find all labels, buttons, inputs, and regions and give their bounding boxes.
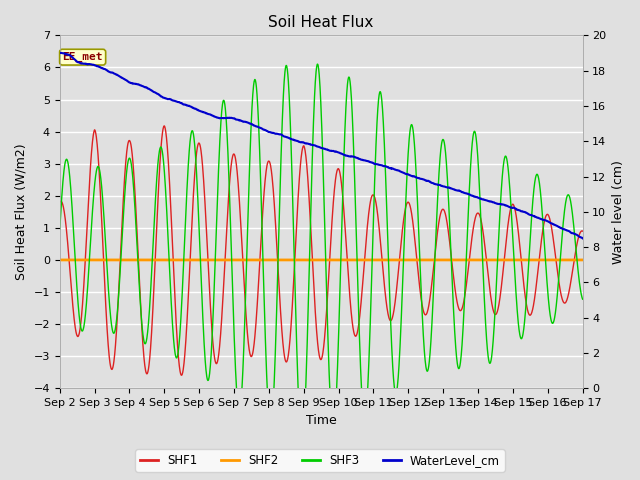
Y-axis label: Water level (cm): Water level (cm) bbox=[612, 160, 625, 264]
Legend: SHF1, SHF2, SHF3, WaterLevel_cm: SHF1, SHF2, SHF3, WaterLevel_cm bbox=[135, 449, 505, 472]
Title: Soil Heat Flux: Soil Heat Flux bbox=[269, 15, 374, 30]
X-axis label: Time: Time bbox=[306, 414, 337, 427]
Y-axis label: Soil Heat Flux (W/m2): Soil Heat Flux (W/m2) bbox=[15, 144, 28, 280]
Text: EE_met: EE_met bbox=[62, 52, 103, 62]
